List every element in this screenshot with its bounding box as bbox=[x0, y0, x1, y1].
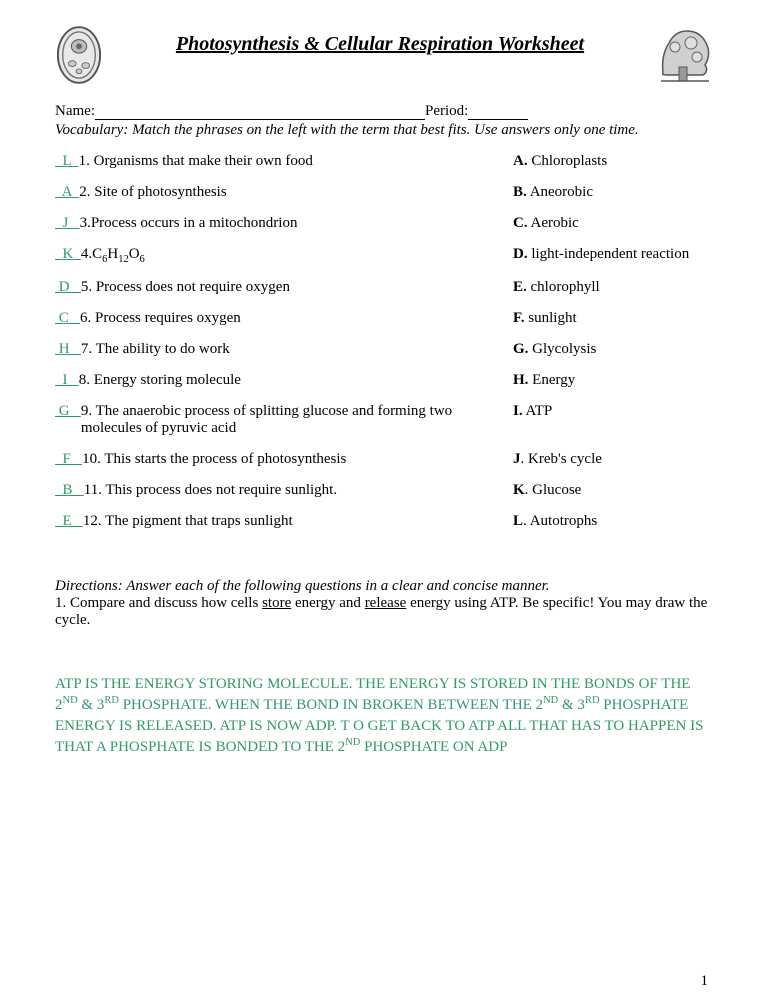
option-text: . Glucose bbox=[525, 482, 582, 498]
question-text: 11. This process does not require sunlig… bbox=[84, 482, 337, 499]
question-text: 8. Energy storing molecule bbox=[79, 372, 241, 389]
answer-letter: G bbox=[55, 403, 81, 420]
answer-letter: H bbox=[55, 341, 81, 358]
vocab-question: E 12. The pigment that traps sunlight bbox=[55, 513, 503, 530]
option-text: Chloroplasts bbox=[528, 153, 608, 169]
option-text: light-independent reaction bbox=[528, 246, 690, 262]
vocab-option: L. Autotrophs bbox=[513, 513, 713, 530]
option-text: Energy bbox=[528, 372, 575, 388]
option-letter: I. bbox=[513, 403, 523, 419]
directions-text: Directions: Answer each of the following… bbox=[55, 578, 713, 595]
option-letter: L bbox=[513, 513, 523, 529]
vocab-option: F. sunlight bbox=[513, 310, 713, 327]
option-text: ATP bbox=[523, 403, 553, 419]
answer-letter: K bbox=[55, 246, 81, 263]
question-text: 3.Process occurs in a mitochondrion bbox=[80, 215, 298, 232]
period-blank bbox=[468, 105, 528, 120]
answer-letter: J bbox=[55, 215, 80, 232]
cell-icon bbox=[55, 25, 103, 85]
option-text: sunlight bbox=[525, 310, 577, 326]
option-letter: G. bbox=[513, 341, 528, 357]
vocab-option: B. Aneorobic bbox=[513, 184, 713, 201]
question-text: 5. Process does not require oxygen bbox=[81, 279, 290, 296]
vocab-option: J. Kreb's cycle bbox=[513, 451, 713, 468]
option-letter: A. bbox=[513, 153, 528, 169]
option-text: Aneorobic bbox=[527, 184, 593, 200]
vocab-grid: L 1. Organisms that make their own foodA… bbox=[55, 153, 713, 530]
vocab-question: H 7. The ability to do work bbox=[55, 341, 503, 358]
tree-icon bbox=[657, 25, 713, 85]
question-text: 9. The anaerobic process of splitting gl… bbox=[81, 403, 503, 437]
vocab-question: L 1. Organisms that make their own food bbox=[55, 153, 503, 170]
option-letter: E. bbox=[513, 279, 527, 295]
vocab-option: H. Energy bbox=[513, 372, 713, 389]
period-label: Period: bbox=[425, 103, 468, 119]
question-text: 1. Organisms that make their own food bbox=[79, 153, 313, 170]
q1-u2: release bbox=[365, 595, 407, 611]
answer-letter: A bbox=[55, 184, 79, 201]
question-text: 2. Site of photosynthesis bbox=[79, 184, 227, 201]
option-text: . Autotrophs bbox=[523, 513, 597, 529]
vocab-option: I. ATP bbox=[513, 403, 713, 437]
page-number: 1 bbox=[701, 973, 709, 990]
answer-letter: I bbox=[55, 372, 79, 389]
vocab-question: I 8. Energy storing molecule bbox=[55, 372, 503, 389]
vocab-option: E. chlorophyll bbox=[513, 279, 713, 296]
option-text: . Kreb's cycle bbox=[521, 451, 602, 467]
vocab-question: J 3.Process occurs in a mitochondrion bbox=[55, 215, 503, 232]
vocab-question: B 11. This process does not require sunl… bbox=[55, 482, 503, 499]
q1-u1: store bbox=[262, 595, 291, 611]
vocab-question: A 2. Site of photosynthesis bbox=[55, 184, 503, 201]
option-letter: K bbox=[513, 482, 525, 498]
answer-letter: L bbox=[55, 153, 79, 170]
question-text: 4.C6H12O6 bbox=[81, 246, 145, 265]
vocab-question: G 9. The anaerobic process of splitting … bbox=[55, 403, 503, 437]
vocab-option: K. Glucose bbox=[513, 482, 713, 499]
name-period-row: Name: Period: bbox=[55, 103, 713, 120]
name-blank bbox=[95, 105, 425, 120]
q1-mid: energy and bbox=[291, 595, 364, 611]
header-row: Photosynthesis & Cellular Respiration Wo… bbox=[55, 25, 713, 85]
vocab-question: K 4.C6H12O6 bbox=[55, 246, 503, 265]
answer-letter: E bbox=[55, 513, 83, 530]
option-letter: J bbox=[513, 451, 521, 467]
vocab-option: D. light-independent reaction bbox=[513, 246, 713, 265]
question-text: 12. The pigment that traps sunlight bbox=[83, 513, 293, 530]
worksheet-page: Photosynthesis & Cellular Respiration Wo… bbox=[0, 0, 768, 1005]
answer-letter: D bbox=[55, 279, 81, 296]
directions-section: Directions: Answer each of the following… bbox=[55, 578, 713, 629]
answer-letter: F bbox=[55, 451, 82, 468]
vocab-question: D 5. Process does not require oxygen bbox=[55, 279, 503, 296]
vocab-option: C. Aerobic bbox=[513, 215, 713, 232]
option-letter: D. bbox=[513, 246, 528, 262]
option-letter: H. bbox=[513, 372, 528, 388]
question-text: 7. The ability to do work bbox=[81, 341, 230, 358]
question-text: 10. This starts the process of photosynt… bbox=[82, 451, 346, 468]
option-text: Aerobic bbox=[528, 215, 579, 231]
name-label: Name: bbox=[55, 103, 95, 119]
answer-letter: B bbox=[55, 482, 84, 499]
question-text: 6. Process requires oxygen bbox=[80, 310, 241, 327]
answer-paragraph: ATP IS THE ENERGY STORING MOLECULE. THE … bbox=[55, 674, 713, 757]
q1-prefix: 1. Compare and discuss how cells bbox=[55, 595, 262, 611]
answer-letter: C bbox=[55, 310, 80, 327]
option-text: chlorophyll bbox=[527, 279, 600, 295]
vocab-option: A. Chloroplasts bbox=[513, 153, 713, 170]
vocab-option: G. Glycolysis bbox=[513, 341, 713, 358]
option-letter: B. bbox=[513, 184, 527, 200]
question-1: 1. Compare and discuss how cells store e… bbox=[55, 595, 713, 629]
option-text: Glycolysis bbox=[528, 341, 596, 357]
option-letter: F. bbox=[513, 310, 525, 326]
worksheet-title: Photosynthesis & Cellular Respiration Wo… bbox=[113, 25, 647, 56]
vocab-instructions: Vocabulary: Match the phrases on the lef… bbox=[55, 122, 713, 139]
option-letter: C. bbox=[513, 215, 528, 231]
vocab-question: C 6. Process requires oxygen bbox=[55, 310, 503, 327]
vocab-question: F 10. This starts the process of photosy… bbox=[55, 451, 503, 468]
